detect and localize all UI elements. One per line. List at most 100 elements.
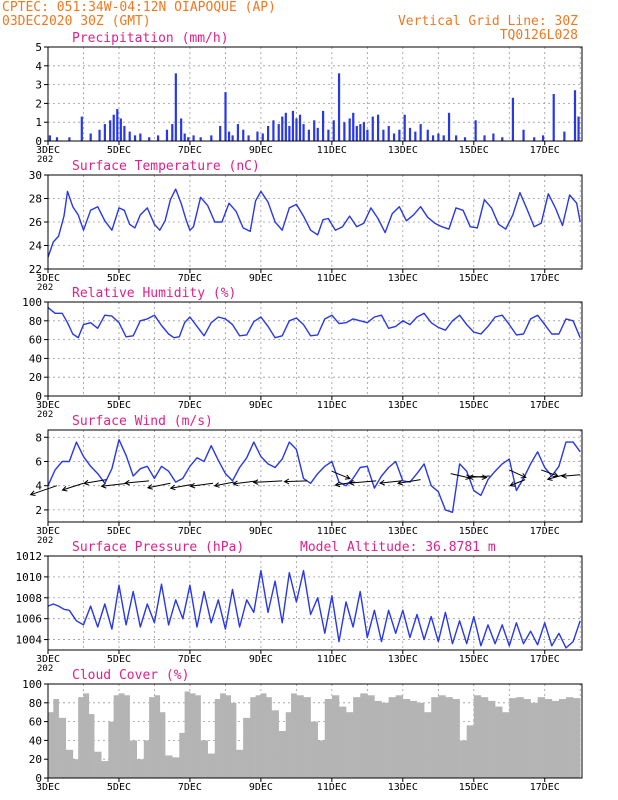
wind-arrow-head <box>467 474 474 481</box>
panel-title: Surface Temperature (nC) <box>72 159 260 174</box>
precip-bar <box>307 129 310 141</box>
x-tick-label: 9DEC <box>249 145 273 156</box>
y-tick-label: 80 <box>29 697 42 710</box>
cloud-cover-bar <box>466 725 475 778</box>
x-tick-label: 3DEC <box>36 400 60 411</box>
cloud-cover-bar <box>445 697 453 778</box>
precip-bar <box>165 129 169 141</box>
wind-arrow <box>83 479 107 484</box>
cloud-cover-bar <box>154 695 161 778</box>
wind-arrow-head <box>379 479 385 486</box>
cloud-cover-bar <box>459 740 467 778</box>
precip-bar <box>337 73 341 141</box>
cloud-cover-bar <box>502 712 510 778</box>
wind-arrow-head <box>348 479 354 486</box>
panel-wind: 2 4 6 8 3DEC 5DEC 7DEC 9DEC 11DEC 13DEC 15DEC 17DEC… <box>29 414 583 546</box>
cloud-cover-bar <box>58 717 67 778</box>
header-model: TQ0126L028 <box>499 28 578 43</box>
cloud-cover-bar <box>225 695 232 778</box>
panel-title: Cloud Cover (%) <box>72 668 189 683</box>
cloud-cover-bar <box>72 759 79 778</box>
x-tick-label: 11DEC <box>317 145 347 156</box>
precip-bar <box>112 114 115 141</box>
precip-bar <box>231 135 234 141</box>
rh-series-line <box>47 307 581 339</box>
precip-bar <box>408 127 412 141</box>
cloud-cover-bar <box>149 697 155 778</box>
cloud-cover-bar <box>495 706 503 778</box>
wind-arrow <box>468 475 490 478</box>
precip-bar <box>256 131 259 141</box>
year-label-fragment: 202 <box>37 155 53 165</box>
cloud-cover-bar <box>480 697 489 778</box>
precip-bar <box>376 114 380 141</box>
precip-bar <box>552 94 555 141</box>
precip-bar <box>511 97 515 141</box>
y-tick-label: 1 <box>35 116 42 129</box>
y-tick-label: 100 <box>22 678 42 691</box>
x-tick-label: 5DEC <box>107 654 131 665</box>
y-tick-label: 4 <box>35 480 42 493</box>
precip-bar <box>103 124 106 141</box>
panel-frame <box>47 46 583 142</box>
cloud-cover-bar <box>374 700 382 778</box>
cloud-cover-bar <box>230 702 237 778</box>
cloud-cover-bar <box>195 695 201 778</box>
x-tick-label: 13DEC <box>388 145 418 156</box>
precip-bar <box>156 135 160 141</box>
precip-bar <box>247 135 250 141</box>
x-tick-label: 11DEC <box>317 400 347 411</box>
cloud-cover-bar <box>381 702 389 778</box>
x-tick-label: 9DEC <box>249 400 273 411</box>
panel-precip: 0 1 2 3 4 5 3DEC 5DEC 7DEC 9DEC 11DEC 13DEC 15DEC 17D… <box>35 31 583 165</box>
y-tick-label: 24 <box>29 240 43 253</box>
wind-arrow-head <box>100 482 107 489</box>
cloud-cover-bar <box>189 693 196 778</box>
wind-arrow <box>170 483 192 489</box>
x-tick-label: 11DEC <box>317 273 347 284</box>
cloud-cover-bar <box>83 693 90 778</box>
cloud-cover-bar <box>431 697 439 778</box>
precip-bar <box>577 116 580 141</box>
cloud-cover-bar <box>346 712 354 778</box>
precip-bar <box>419 124 422 141</box>
header-run-time: 03DEC2020 30Z (GMT) <box>2 14 151 29</box>
y-tick-label: 30 <box>29 169 42 182</box>
precip-bar <box>463 137 467 141</box>
precip-bar <box>224 92 227 141</box>
cloud-cover-bar <box>143 740 150 778</box>
x-tick-label: 3DEC <box>36 526 60 537</box>
precip-bar <box>437 133 440 141</box>
x-tick-label: 7DEC <box>178 526 202 537</box>
precip-bar <box>298 114 302 141</box>
panel-title: Surface Wind (m/s) <box>72 414 213 429</box>
precip-bar <box>199 137 202 141</box>
cloud-cover-bar <box>260 693 267 778</box>
precip-bar <box>68 137 71 141</box>
cloud-cover-bar <box>296 695 304 778</box>
panel-frame <box>47 555 583 651</box>
cloud-cover-bar <box>544 699 553 778</box>
x-tick-label: 3DEC <box>36 145 60 156</box>
x-tick-label: 5DEC <box>107 145 131 156</box>
wind-arrow-head <box>213 482 220 488</box>
header-grid-note: Vertical Grid Line: 30Z <box>397 14 578 29</box>
precip-bar <box>398 129 401 141</box>
cloud-cover-bar <box>172 757 180 778</box>
cloud-cover-bar <box>278 731 287 778</box>
wind-series-line <box>47 439 581 513</box>
precip-bar <box>442 135 445 141</box>
precip-bar <box>382 129 385 141</box>
precip-bar <box>313 120 316 141</box>
cloud-cover-bar <box>551 700 560 778</box>
precip-bar <box>426 129 429 141</box>
y-tick-label: 1008 <box>16 592 43 605</box>
panel-title: Surface Pressure (hPa) <box>72 540 244 555</box>
cloud-cover-bar <box>523 699 531 778</box>
y-tick-label: 40 <box>29 352 42 365</box>
precip-bar <box>89 133 92 141</box>
cloud-cover-bar <box>78 697 84 778</box>
wind-arrow <box>331 470 351 480</box>
x-tick-label: 9DEC <box>249 654 273 665</box>
y-tick-label: 0 <box>35 772 42 785</box>
